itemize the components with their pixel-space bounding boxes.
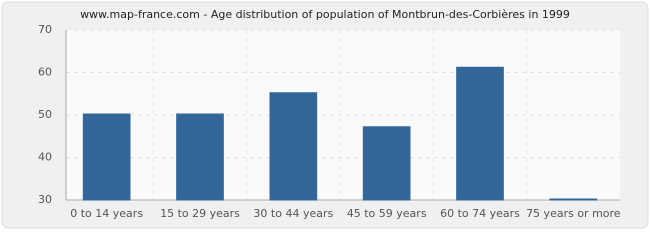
bar bbox=[82, 113, 131, 201]
x-tick-label: 60 to 74 years bbox=[440, 207, 520, 220]
bar bbox=[456, 66, 504, 201]
y-tick-label: 50 bbox=[38, 108, 52, 121]
y-tick-label: 60 bbox=[38, 66, 52, 79]
y-tick-label: 70 bbox=[38, 23, 52, 36]
y-tick-label: 40 bbox=[38, 151, 52, 164]
page: {"chart_data": {"type": "bar", "title": … bbox=[0, 0, 650, 230]
x-tick-label: 75 years or more bbox=[526, 207, 621, 220]
chart: www.map-france.com - Age distribution of… bbox=[1, 1, 649, 229]
bar bbox=[176, 113, 224, 201]
x-tick-label: 30 to 44 years bbox=[253, 207, 333, 220]
y-tick-label: 30 bbox=[38, 193, 52, 206]
bar bbox=[269, 92, 318, 201]
bar bbox=[549, 198, 598, 201]
x-tick-label: 0 to 14 years bbox=[70, 207, 143, 220]
bar bbox=[362, 126, 411, 201]
plot-area bbox=[66, 30, 620, 200]
x-tick-label: 15 to 29 years bbox=[160, 207, 240, 220]
chart-title: www.map-france.com - Age distribution of… bbox=[80, 8, 570, 21]
x-tick-label: 45 to 59 years bbox=[347, 207, 427, 220]
